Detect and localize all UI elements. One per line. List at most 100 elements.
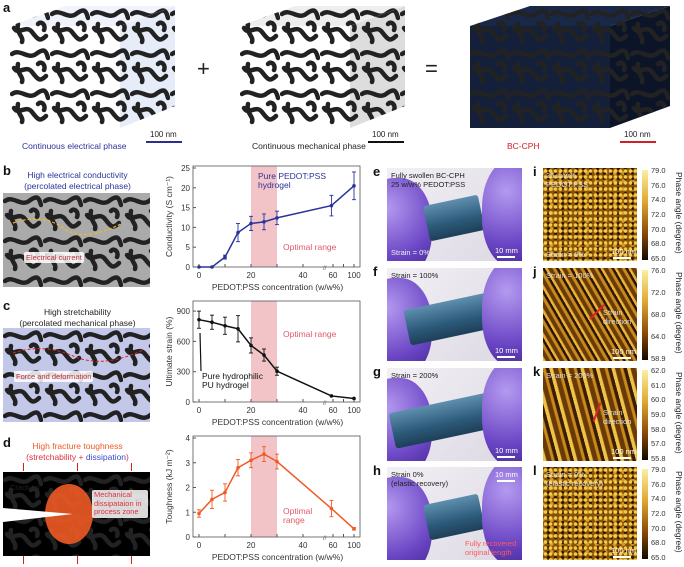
cube-caption-electrical: Continuous electrical phase: [22, 141, 127, 151]
panel-b-subtitle: (percolated electrical phase): [24, 181, 131, 191]
hydrogel-strip: [422, 194, 486, 242]
panel-k-label: k: [533, 364, 541, 379]
scale-bar: [497, 480, 515, 482]
tension-arrow-icon: [77, 556, 78, 564]
colorbar-tick-label: 76.0: [651, 180, 666, 190]
data-point: [329, 506, 334, 511]
colorbar-tick-label: 76.0: [651, 479, 666, 489]
photo-caption: Strain = 100%: [391, 271, 439, 280]
dissipation-label: Mechanical dissipataion in process zone: [92, 490, 148, 518]
scale-bar: [613, 457, 631, 459]
x-tick-label: 40: [299, 541, 308, 550]
data-point: [236, 230, 240, 235]
afm-caption: Strain = 100%: [546, 271, 594, 280]
chart-0: 0 5 10 15 20 25 0 20 40 60 100 // PEDOT:PSS concentr…: [164, 164, 361, 292]
optimal-range-label: Optimal range: [283, 329, 337, 339]
hydrogel-strip: [422, 493, 486, 541]
colorbar: [642, 469, 648, 559]
colorbar: [642, 170, 648, 260]
panel-b-label: b: [3, 163, 11, 178]
colorbar-tick-label: 72.0: [651, 509, 666, 518]
panel-c-subtitle: (percolated mechanical phase): [19, 318, 136, 328]
axis-break: //: [323, 266, 327, 272]
scale-bar: [613, 357, 631, 359]
data-point: [197, 317, 201, 322]
panel-j-label: j: [533, 264, 537, 279]
colorbar-tick-label: 58.0: [651, 424, 666, 434]
colorbar-tick-label: 65.0: [651, 553, 666, 562]
sample-photo: [387, 268, 522, 361]
optimal-range-label: Optimal: [283, 506, 312, 516]
electrical-phase-cube: [10, 6, 175, 128]
chart-1: 0 300 600 900 0 20 40 60 100 // PEDOT:PSS concentr…: [164, 300, 361, 427]
scale-bar: [613, 257, 631, 259]
annotation-arrow: [199, 332, 202, 372]
panel-l-label: l: [533, 463, 537, 478]
sample-photo: [387, 368, 522, 461]
data-point: [223, 490, 227, 495]
scale-label: 100 nm: [611, 247, 637, 256]
data-point: [275, 216, 279, 220]
strain-label: Strain = 0%: [546, 250, 585, 259]
tension-arrow-icon: [23, 463, 24, 471]
annotation-label: hydrogel: [258, 180, 291, 190]
subtitle-part: dissipation: [85, 452, 127, 462]
photo-caption: Strain 0% (elastic recovery): [391, 470, 449, 488]
x-tick-label: 60: [329, 541, 338, 550]
y-tick-label: 4: [186, 434, 191, 443]
colorbar-tick-label: 79.0: [651, 465, 666, 474]
colorbar-tick-label: 70.0: [651, 224, 666, 234]
tension-arrow-icon: [23, 556, 24, 564]
y-tick-label: 15: [181, 204, 190, 213]
x-axis-label: PEDOT:PSS concentration (w/w%): [212, 417, 343, 427]
data-point: [236, 465, 240, 470]
scale-bar: [146, 141, 182, 143]
y-tick-label: 900: [177, 307, 191, 316]
x-tick-label: 20: [247, 271, 256, 280]
y-tick-label: 10: [181, 223, 190, 232]
afm-caption: Strain = 200%: [546, 371, 594, 380]
panel-d-label: d: [3, 435, 11, 450]
afm-phase-image: [543, 467, 637, 560]
data-point: [329, 394, 334, 398]
scale-bar: [497, 256, 515, 258]
data-point: [210, 320, 214, 325]
scale-label: 100 nm: [624, 130, 651, 139]
sample-photo: [387, 467, 522, 560]
data-point: [329, 203, 334, 208]
afm-phase-image: [543, 368, 637, 461]
scale-bar: [613, 556, 631, 558]
glove: [482, 268, 522, 361]
scale-bar: [497, 356, 515, 358]
photo-caption: Strain = 200%: [391, 371, 439, 380]
colorbar-axis-label: Phase angle (degree): [674, 471, 684, 553]
x-tick-label: 40: [299, 271, 308, 280]
data-point: [262, 353, 266, 357]
x-axis-label: PEDOT:PSS concentration (w/w%): [212, 282, 343, 292]
strain-direction-label: Strain direction: [603, 308, 632, 326]
panel-d-subtitle: (stretchability + dissipation): [0, 452, 155, 462]
y-tick-label: 0: [186, 398, 191, 407]
data-point: [249, 458, 253, 463]
data-point: [197, 511, 201, 516]
photo-caption: Fully swollen BC-CPH 25 w/w% PEDOT:PSS: [391, 171, 466, 189]
y-axis-label: Conductivity (S cm⁻¹): [164, 176, 174, 257]
data-point: [352, 184, 356, 188]
y-axis-label: Toughness (kJ m⁻²): [164, 449, 174, 524]
x-tick-label: 100: [347, 406, 361, 415]
colorbar-tick-label: 57.0: [651, 439, 666, 449]
panel-h-label: h: [373, 463, 381, 478]
y-tick-label: 600: [177, 337, 191, 346]
optimal-range-label: Optimal range: [283, 242, 337, 252]
colorbar-axis-label: Phase angle (degree): [674, 272, 684, 354]
panel-c-label: c: [3, 298, 11, 313]
colorbar-tick-label: 60.0: [651, 395, 666, 405]
axis-break: //: [323, 401, 327, 407]
panel-f-label: f: [373, 264, 378, 279]
scale-label: 100 nm: [611, 347, 637, 356]
annotation-label: Pure hydrophilic: [202, 371, 264, 381]
data-point: [249, 343, 253, 348]
glove: [482, 368, 522, 461]
scale-label: 100 nm: [150, 130, 177, 139]
